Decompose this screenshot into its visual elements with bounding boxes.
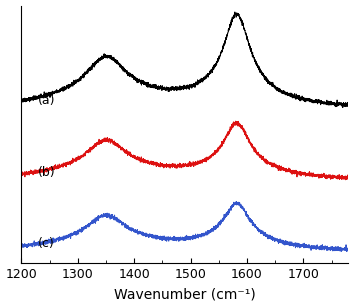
Text: (b): (b): [38, 166, 56, 179]
Text: (a): (a): [38, 94, 56, 107]
Text: (c): (c): [38, 237, 55, 250]
X-axis label: Wavenumber (cm⁻¹): Wavenumber (cm⁻¹): [114, 287, 256, 301]
